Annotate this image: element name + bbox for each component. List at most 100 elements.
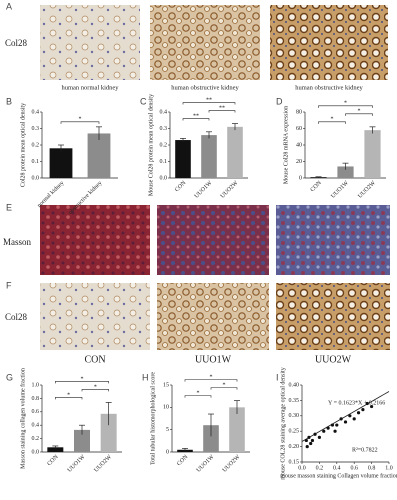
significance-mark: * xyxy=(79,117,82,123)
data-point xyxy=(330,423,335,427)
y-tick-label: 0.2 xyxy=(32,142,40,148)
y-tick-label: 0.8 xyxy=(32,396,40,402)
data-point xyxy=(333,429,337,433)
y-tick-label: 0.4 xyxy=(32,109,40,115)
y-tick-label: 1.0 xyxy=(32,382,40,388)
bar xyxy=(229,407,245,452)
y-tick-label: 80 xyxy=(296,109,302,115)
x-tick-label: CON xyxy=(47,454,61,468)
significance-bracket xyxy=(55,397,83,400)
significance-bracket xyxy=(318,105,373,108)
y-axis-label: Total tubular histomorphological score xyxy=(150,372,156,465)
significance-mark: * xyxy=(344,101,347,107)
y-tick-label: 0.25 xyxy=(289,429,300,435)
x-tick-label: 0.0 xyxy=(298,465,306,471)
y-tick-label: 0.3 xyxy=(160,126,168,132)
significance-mark: * xyxy=(197,391,200,397)
data-point xyxy=(326,426,330,430)
bar xyxy=(227,126,243,178)
image-caption: human normal kidney xyxy=(61,84,119,91)
image-caption: CON xyxy=(84,354,105,365)
data-point xyxy=(352,417,356,421)
panel-letter: F xyxy=(6,280,12,290)
data-point xyxy=(356,411,361,415)
x-axis-label: mouse masson staining Collagen volume fr… xyxy=(280,472,397,479)
bar xyxy=(175,140,191,178)
bar xyxy=(87,133,111,178)
y-axis-label: Mouse Col28 protein mean optical density xyxy=(148,94,154,196)
micrograph xyxy=(40,205,150,275)
significance-mark: ** xyxy=(219,105,225,111)
bar xyxy=(364,130,381,178)
y-tick-label: 0.3 xyxy=(32,126,40,132)
data-point xyxy=(317,435,321,439)
data-point xyxy=(361,408,365,412)
y-tick-label: 0.15 xyxy=(289,459,300,465)
significance-bracket xyxy=(210,387,238,390)
y-axis-label: mouse COL28 staining average optical den… xyxy=(280,367,286,479)
y-tick-label: 0.40 xyxy=(289,382,300,388)
significance-mark: * xyxy=(81,376,84,382)
significance-mark: * xyxy=(67,392,70,398)
x-tick-label: 0.8 xyxy=(368,465,376,471)
y-tick-label: 0.20 xyxy=(289,444,300,450)
y-tick-label: 0.0 xyxy=(32,175,40,181)
significance-bracket xyxy=(55,381,109,384)
x-tick-label: UUO2W xyxy=(93,454,113,474)
significance-mark: ** xyxy=(193,113,199,119)
bar xyxy=(74,429,90,452)
y-tick-label: 20 xyxy=(296,159,302,165)
micrograph xyxy=(40,5,140,80)
x-tick-label: CON xyxy=(174,180,188,194)
bar xyxy=(203,425,219,452)
data-point xyxy=(305,445,309,449)
significance-bracket xyxy=(81,389,109,392)
data-point xyxy=(313,432,317,436)
significance-bracket xyxy=(318,121,346,124)
panel-letter: B xyxy=(6,96,12,106)
y-tick-label: 0 xyxy=(299,175,302,181)
panel-letter: A xyxy=(6,1,12,11)
row-label: Col28 xyxy=(5,38,28,48)
y-axis-label: Masson staining collagen volume fraction xyxy=(19,368,26,469)
significance-mark: * xyxy=(94,384,97,390)
data-point xyxy=(370,404,374,409)
panel-letter: D xyxy=(276,96,283,106)
y-tick-label: 0.0 xyxy=(32,449,40,455)
bar xyxy=(49,148,73,178)
x-tick-label: UUO1W xyxy=(194,180,214,200)
y-tick-label: 10 xyxy=(163,405,169,411)
y-tick-label: 0.0 xyxy=(160,175,168,181)
r-squared: R²=0.7822 xyxy=(352,447,378,453)
x-tick-label: UUO2W xyxy=(220,180,240,200)
significance-bracket xyxy=(184,379,238,382)
y-tick-label: 0.2 xyxy=(32,436,40,442)
y-tick-label: 0.30 xyxy=(289,413,300,419)
significance-bracket xyxy=(345,113,373,116)
data-point xyxy=(348,414,352,418)
row-label: Masson xyxy=(3,237,32,247)
bar xyxy=(337,166,354,178)
x-tick-label: 0.2 xyxy=(316,465,324,471)
bar xyxy=(47,447,64,452)
image-caption: UUO2W xyxy=(315,354,352,365)
x-tick-label: UUO1W xyxy=(330,180,350,200)
x-tick-label: CON xyxy=(310,180,324,194)
bar xyxy=(100,413,117,452)
micrograph xyxy=(270,5,388,80)
data-point xyxy=(335,423,339,427)
image-caption: UUO1W xyxy=(195,354,232,365)
x-tick-label: UUO1W xyxy=(67,454,87,474)
micrograph xyxy=(276,205,390,275)
micrograph xyxy=(157,205,269,275)
y-tick-label: 5 xyxy=(166,427,169,433)
panel-letter: G xyxy=(6,372,13,382)
significance-mark: ** xyxy=(206,97,212,103)
significance-mark: * xyxy=(358,109,361,115)
data-point xyxy=(307,435,311,439)
data-point xyxy=(343,420,348,424)
micrograph xyxy=(40,283,150,350)
micrograph xyxy=(276,283,390,350)
y-axis-label: Col28 protein mean optical density xyxy=(20,103,26,187)
